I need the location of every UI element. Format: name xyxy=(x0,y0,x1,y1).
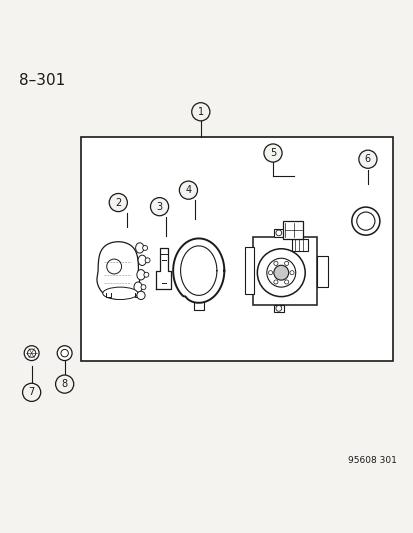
Text: 8: 8 xyxy=(62,379,68,389)
Ellipse shape xyxy=(102,287,138,300)
Bar xyxy=(291,239,307,251)
Text: 4: 4 xyxy=(185,185,191,195)
Circle shape xyxy=(191,103,209,121)
Circle shape xyxy=(351,207,379,235)
Circle shape xyxy=(273,280,277,284)
Circle shape xyxy=(356,212,374,230)
Bar xyxy=(81,136,392,361)
Bar xyxy=(317,256,327,287)
Ellipse shape xyxy=(134,282,142,292)
Bar xyxy=(273,229,283,237)
Circle shape xyxy=(57,346,72,361)
Text: 5: 5 xyxy=(269,148,275,158)
Circle shape xyxy=(263,144,281,162)
Circle shape xyxy=(268,271,272,274)
Polygon shape xyxy=(97,242,139,299)
Bar xyxy=(253,237,317,305)
Circle shape xyxy=(284,280,288,284)
Ellipse shape xyxy=(137,270,145,280)
Circle shape xyxy=(107,259,121,274)
Text: 3: 3 xyxy=(156,201,162,212)
Bar xyxy=(282,221,302,239)
Text: 8–301: 8–301 xyxy=(19,72,65,87)
Circle shape xyxy=(137,291,145,300)
Circle shape xyxy=(141,285,145,289)
Ellipse shape xyxy=(138,255,146,265)
Text: 2: 2 xyxy=(115,198,121,207)
Text: 7: 7 xyxy=(28,387,35,397)
Polygon shape xyxy=(156,248,171,289)
Circle shape xyxy=(27,349,36,357)
Circle shape xyxy=(145,258,150,263)
Circle shape xyxy=(275,230,281,236)
Circle shape xyxy=(55,375,74,393)
Text: 95608 301: 95608 301 xyxy=(347,456,396,465)
Circle shape xyxy=(273,261,277,265)
Polygon shape xyxy=(173,238,224,303)
Bar xyxy=(244,247,254,294)
Circle shape xyxy=(142,246,147,251)
Circle shape xyxy=(358,150,376,168)
Circle shape xyxy=(273,265,288,280)
Text: 6: 6 xyxy=(364,154,370,164)
Circle shape xyxy=(289,271,293,274)
Ellipse shape xyxy=(135,243,144,253)
Circle shape xyxy=(109,193,127,212)
Circle shape xyxy=(257,249,304,297)
Text: 1: 1 xyxy=(197,107,203,117)
Circle shape xyxy=(61,350,68,357)
Circle shape xyxy=(284,261,288,265)
Circle shape xyxy=(275,305,281,311)
Bar xyxy=(273,305,283,312)
Circle shape xyxy=(150,198,168,216)
Circle shape xyxy=(24,346,39,361)
Circle shape xyxy=(179,181,197,199)
Circle shape xyxy=(22,383,40,401)
Circle shape xyxy=(144,272,148,277)
Circle shape xyxy=(266,259,295,287)
